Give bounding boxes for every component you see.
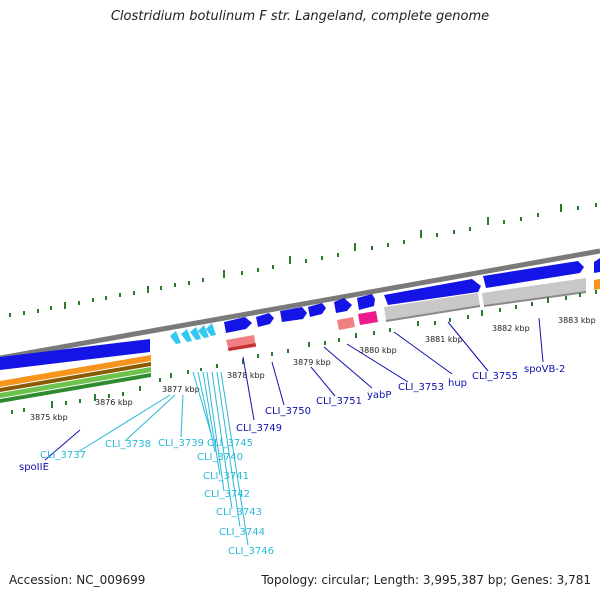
feature-cds-small	[190, 327, 201, 340]
accession-label: Accession: NC_009699	[9, 573, 146, 587]
feature-rRNA-stripe	[227, 343, 257, 351]
feature-cds-small	[170, 331, 181, 344]
feature-cds	[280, 307, 307, 322]
kbp-label: 3881 kbp	[425, 335, 463, 344]
gene-label-CLI_3750: CLI_3750	[265, 406, 311, 417]
feature-rRNA	[337, 317, 355, 330]
feature-cds-small	[198, 325, 209, 338]
lower-tracks	[0, 355, 151, 403]
gene-label-CLI_3746: CLI_3746	[228, 546, 274, 557]
gene-label-CLI_3755: CLI_3755	[472, 371, 518, 382]
gene-label-yabP: yabP	[367, 390, 391, 401]
gene-label-CLI_3753: CLI_3753	[398, 382, 444, 393]
leader-lines	[44, 317, 544, 546]
feature-cds	[357, 294, 375, 310]
kbp-label: 3879 kbp	[293, 358, 331, 367]
reverse-strand-features	[226, 278, 600, 351]
gene-label-CLI_3740: CLI_3740	[197, 452, 243, 463]
feature-cds	[308, 303, 326, 317]
feature-cds	[0, 339, 150, 370]
feature-cds-small	[206, 323, 216, 336]
feature-cds	[594, 258, 600, 273]
map-title: Clostridium botulinum F str. Langeland, …	[110, 9, 490, 24]
feature-reverse	[384, 293, 480, 321]
feature-cds	[334, 298, 352, 313]
kbp-label: 3875 kbp	[30, 413, 68, 422]
feature-cds	[483, 261, 584, 288]
feature-tRNA	[358, 311, 378, 325]
kbp-label: 3880 kbp	[359, 346, 397, 355]
gene-label-CLI_3737: CLI_3737	[40, 450, 86, 461]
gene-label-hup: hup	[448, 378, 467, 389]
feature-orange-edge	[594, 279, 600, 290]
gene-label-CLI_3745: CLI_3745	[207, 438, 253, 449]
gene-label-spoIIE: spoIIE	[19, 462, 49, 473]
gene-label-CLI_3742: CLI_3742	[204, 489, 250, 500]
kbp-label: 3882 kbp	[492, 324, 530, 333]
kbp-label: 3883 kbp	[558, 316, 596, 325]
kbp-label: 3877 kbp	[162, 385, 200, 394]
feature-cds	[224, 317, 252, 333]
feature-cds	[384, 279, 481, 305]
gene-label-CLI_3751: CLI_3751	[316, 396, 362, 407]
gene-label-CLI_3739: CLI_3739	[158, 438, 204, 449]
outer-ticks	[9, 203, 597, 317]
gene-labels: spoIIE CLI_3737 CLI_3738 CLI_3739 CLI_37…	[19, 364, 565, 557]
gene-label-CLI_3738: CLI_3738	[105, 439, 151, 450]
gene-label-CLI_3749: CLI_3749	[236, 423, 282, 434]
forward-strand-features	[0, 258, 600, 370]
topology-label: Topology: circular; Length: 3,995,387 bp…	[261, 573, 591, 587]
gene-label-CLI_3741: CLI_3741	[203, 471, 249, 482]
gene-label-CLI_3744: CLI_3744	[219, 527, 265, 538]
feature-cds-small	[181, 329, 192, 342]
kbp-label: 3876 kbp	[95, 398, 133, 407]
inner-ticks	[11, 290, 597, 414]
gene-label-CLI_3743: CLI_3743	[216, 507, 262, 518]
feature-cds	[256, 313, 274, 327]
feature-reverse	[482, 278, 586, 306]
gene-label-spoVB-2: spoVB-2	[524, 364, 565, 375]
